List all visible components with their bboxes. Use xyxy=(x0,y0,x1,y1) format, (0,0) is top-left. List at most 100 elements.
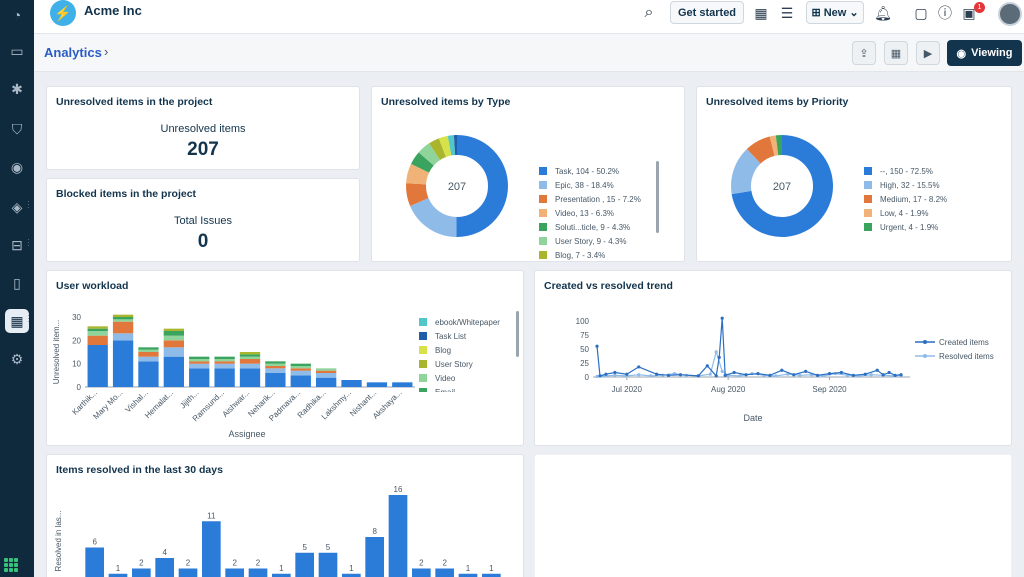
legend-item[interactable]: Task, 104 - 50.2% xyxy=(539,164,641,178)
user-workload-widget[interactable]: User workload 0 10 20 30 Karthik... Mary Mo..… xyxy=(46,270,524,446)
workload-bar-segment[interactable] xyxy=(265,368,286,373)
workload-bar-segment[interactable] xyxy=(87,331,108,336)
trend-point[interactable] xyxy=(815,373,820,377)
viewing-button[interactable]: ◉ Viewing xyxy=(947,40,1022,66)
donut-slice[interactable] xyxy=(418,143,441,166)
brand-logo-icon[interactable]: ⚡ xyxy=(50,0,76,26)
trend-point[interactable] xyxy=(705,364,709,368)
trend-point[interactable] xyxy=(839,370,844,375)
donut-slice[interactable] xyxy=(769,135,779,156)
workload-bar-segment[interactable] xyxy=(265,366,286,369)
type-donut-chart[interactable]: 207 xyxy=(402,131,512,241)
items-by-type-widget[interactable]: Unresolved items by Type 207 Task, 104 -… xyxy=(371,86,685,262)
avatar[interactable] xyxy=(998,2,1022,26)
help-icon[interactable]: ⓘ xyxy=(938,5,952,21)
trend-point[interactable] xyxy=(881,373,885,377)
resolved-bar[interactable] xyxy=(178,568,198,577)
legend-item[interactable]: Video xyxy=(419,371,500,385)
workload-bar-segment[interactable] xyxy=(87,335,108,345)
trend-point[interactable] xyxy=(604,372,608,376)
workload-bar-segment[interactable] xyxy=(138,352,159,357)
new-button[interactable]: ⊞ New ⌄ xyxy=(806,1,864,24)
trend-point[interactable] xyxy=(637,365,641,369)
trend-point[interactable] xyxy=(613,373,617,377)
workload-bar-segment[interactable] xyxy=(214,363,235,369)
legend-item[interactable]: Email xyxy=(419,385,500,392)
legend-scrollbar[interactable] xyxy=(656,161,659,233)
resolved-bar[interactable] xyxy=(342,573,361,577)
legend-item[interactable]: Blog xyxy=(419,343,500,357)
workload-bar-segment[interactable] xyxy=(239,352,261,355)
workload-bar-segment[interactable] xyxy=(265,361,286,364)
trend-point[interactable] xyxy=(863,372,867,376)
resolved-bar[interactable] xyxy=(388,495,408,577)
bug-icon[interactable]: ✱ xyxy=(11,80,23,97)
resolved-bar[interactable] xyxy=(482,573,501,577)
workload-bar-segment[interactable] xyxy=(112,314,134,317)
gift-icon[interactable]: ▣ xyxy=(962,4,976,21)
trend-point[interactable] xyxy=(613,370,617,375)
resolved-bar[interactable] xyxy=(85,547,104,577)
donut-slice[interactable] xyxy=(429,138,447,161)
trend-point[interactable] xyxy=(792,373,796,377)
workload-bar-segment[interactable] xyxy=(189,363,210,369)
breadcrumb-analytics[interactable]: Analytics xyxy=(44,45,102,60)
schedule-calendar-icon[interactable]: ▦ xyxy=(884,41,908,65)
resolved-bar[interactable] xyxy=(155,558,174,577)
trend-point[interactable] xyxy=(625,372,629,376)
trend-point[interactable] xyxy=(732,370,736,375)
trend-point[interactable] xyxy=(720,316,724,320)
resolved-bar[interactable] xyxy=(248,568,268,577)
workload-bar-segment[interactable] xyxy=(214,356,235,359)
workload-bar-segment[interactable] xyxy=(189,356,210,359)
trend-point[interactable] xyxy=(893,373,897,377)
settings-gear-icon[interactable]: ⚙ xyxy=(10,350,24,367)
workload-bar-segment[interactable] xyxy=(214,359,235,362)
analytics-icon[interactable]: ▦ xyxy=(5,309,29,333)
legend-item[interactable]: Low, 4 - 1.9% xyxy=(864,206,947,220)
trend-point[interactable] xyxy=(714,374,718,378)
workload-bar-segment[interactable] xyxy=(189,368,210,387)
workload-bar-segment[interactable] xyxy=(239,356,261,359)
workload-bar-segment[interactable] xyxy=(239,354,261,357)
layers-icon[interactable]: ◈ xyxy=(11,198,23,215)
resolved-bar[interactable] xyxy=(272,573,291,577)
trend-point[interactable] xyxy=(738,374,742,378)
resolved-30-days-widget[interactable]: Items resolved in the last 30 days 6 1 2 4 2… xyxy=(46,454,524,577)
trend-point[interactable] xyxy=(875,368,879,372)
trend-point[interactable] xyxy=(869,373,873,377)
trend-point[interactable] xyxy=(649,374,653,378)
workload-bar-segment[interactable] xyxy=(290,368,311,371)
present-play-icon[interactable]: ▶ xyxy=(916,41,940,65)
workload-bar-segment[interactable] xyxy=(189,361,210,364)
workload-bar-segment[interactable] xyxy=(163,347,184,357)
workload-bar-segment[interactable] xyxy=(189,359,210,362)
trend-point[interactable] xyxy=(696,374,700,378)
workload-bar-segment[interactable] xyxy=(138,361,159,387)
donut-slice[interactable] xyxy=(447,135,456,156)
donut-slice[interactable] xyxy=(406,163,430,185)
legend-item[interactable]: Epic, 38 - 18.4% xyxy=(539,178,641,192)
resolved-bar[interactable] xyxy=(202,521,221,577)
trend-point[interactable] xyxy=(720,369,724,373)
workload-bar-segment[interactable] xyxy=(366,382,388,387)
workload-bar-segment[interactable] xyxy=(214,368,235,387)
trend-point[interactable] xyxy=(714,350,718,354)
bell-icon[interactable]: 🔔︎ xyxy=(874,4,892,21)
share-icon[interactable]: ⇪ xyxy=(852,41,876,65)
workload-bar-segment[interactable] xyxy=(341,380,362,387)
trend-point[interactable] xyxy=(678,373,683,377)
get-started-button[interactable]: Get started xyxy=(670,1,744,24)
trend-point[interactable] xyxy=(666,373,671,377)
resolved-bar[interactable] xyxy=(318,552,338,577)
trend-point[interactable] xyxy=(756,372,760,376)
release-icon[interactable]: ◉ xyxy=(10,158,24,175)
legend-item[interactable]: Blog, 7 - 3.4% xyxy=(539,248,641,262)
layers-more-icon[interactable]: · · · xyxy=(27,197,30,212)
legend-item[interactable]: Video, 13 - 6.3% xyxy=(539,206,641,220)
workload-bar-segment[interactable] xyxy=(163,331,184,336)
donut-slice[interactable] xyxy=(411,152,434,173)
legend-item[interactable]: User Story xyxy=(419,357,500,371)
legend-item[interactable]: User Story, 9 - 4.3% xyxy=(539,234,641,248)
workload-bar-segment[interactable] xyxy=(290,370,311,376)
